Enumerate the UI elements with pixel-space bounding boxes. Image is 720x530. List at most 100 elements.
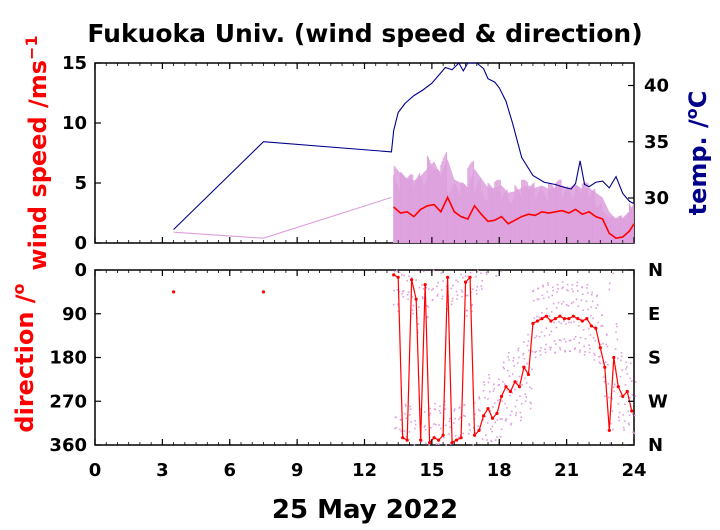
direction-sample-point <box>546 307 548 310</box>
top-panel-marks <box>173 62 635 243</box>
direction-sample-point <box>617 357 619 360</box>
direction-sample-point <box>569 350 572 353</box>
direction-sample-point <box>483 383 486 386</box>
direction-sample-point <box>456 294 459 297</box>
direction-sample-point <box>464 275 467 277</box>
direction-sample-point <box>460 289 463 291</box>
direction-sample-point <box>429 412 432 415</box>
direction-sample-point <box>489 390 491 393</box>
direction-sample-point <box>506 388 509 391</box>
direction-sample-point <box>566 283 569 286</box>
direction-sample-point <box>546 281 549 284</box>
direction-sample-point <box>555 343 557 345</box>
direction-sample-point <box>535 350 537 353</box>
dir-tick-label: 360 <box>49 435 87 456</box>
direction-sample-point <box>501 400 504 402</box>
direction-sample-point <box>419 408 422 411</box>
direction-mean-segment <box>500 386 507 397</box>
direction-sample-point <box>396 289 399 291</box>
direction-sample-point <box>433 408 436 410</box>
direction-sample-point <box>496 436 498 438</box>
direction-sample-point <box>543 335 546 337</box>
direction-sample-point <box>612 386 615 388</box>
direction-sample-point <box>515 412 518 414</box>
direction-sample-point <box>617 416 620 418</box>
direction-sample-point <box>514 405 517 408</box>
direction-sample-point <box>540 331 543 333</box>
direction-sample-point <box>440 272 443 274</box>
direction-sample-point <box>412 304 415 307</box>
direction-sample-point <box>599 362 602 365</box>
direction-sample-point <box>408 430 411 433</box>
direction-sample-point <box>493 387 496 390</box>
direction-mean-segment <box>617 386 624 397</box>
direction-sample-point <box>592 317 594 320</box>
direction-sample-point <box>586 292 589 294</box>
direction-sample-point <box>630 362 632 365</box>
direction-sample-point <box>512 360 514 362</box>
direction-sample-point <box>547 284 550 286</box>
direction-sample-point <box>431 289 433 291</box>
direction-sample-point <box>500 428 503 431</box>
direction-sample-point <box>467 275 470 277</box>
direction-sample-point <box>625 361 628 364</box>
direction-mean-point <box>630 409 634 413</box>
direction-sample-point <box>433 423 435 425</box>
direction-sample-point <box>608 396 610 399</box>
direction-sample-point <box>551 286 554 289</box>
direction-sample-point <box>622 414 625 416</box>
direction-sample-point <box>414 427 416 430</box>
direction-mean-segment <box>527 323 534 375</box>
direction-sample-point <box>546 290 549 293</box>
direction-sample-point <box>592 337 595 339</box>
direction-sample-point <box>565 323 567 325</box>
direction-sample-point <box>596 304 599 306</box>
direction-sample-point <box>428 444 430 446</box>
direction-sample-point <box>535 335 538 337</box>
direction-sample-point <box>502 361 505 364</box>
direction-sample-point <box>626 366 628 368</box>
direction-sample-point <box>572 301 575 304</box>
direction-sample-point <box>492 390 495 392</box>
direction-sample-point <box>590 293 593 296</box>
direction-sample-point <box>421 296 424 298</box>
direction-sample-point <box>487 397 489 400</box>
direction-sample-point <box>524 400 527 402</box>
direction-sample-point <box>548 315 550 317</box>
direction-sample-point <box>541 311 543 314</box>
direction-sample-point <box>479 428 482 431</box>
compass-tick-label: N <box>648 435 663 456</box>
direction-sample-point <box>552 289 554 292</box>
direction-sample-point <box>548 334 551 336</box>
direction-sample-point <box>575 317 577 320</box>
direction-sample-point <box>479 409 481 412</box>
direction-sample-point <box>586 284 589 286</box>
direction-sample-point <box>439 412 442 414</box>
direction-sample-point <box>620 359 622 362</box>
x-tick-label: 24 <box>621 460 646 481</box>
direction-mean-segment <box>518 367 525 387</box>
direction-sample-point <box>579 336 582 339</box>
direction-sample-point <box>547 296 550 299</box>
direction-mean-segment <box>478 415 485 431</box>
direction-mean-point <box>261 290 266 294</box>
direction-sample-point <box>475 275 477 278</box>
direction-sample-point <box>434 408 437 411</box>
direction-sample-point <box>478 396 480 398</box>
bottom-panel-marks <box>172 269 637 446</box>
direction-sample-point <box>486 422 489 424</box>
direction-sample-point <box>393 289 395 292</box>
direction-sample-point <box>448 433 450 435</box>
direction-sample-point <box>576 285 578 287</box>
direction-sample-point <box>476 285 479 288</box>
direction-sample-point <box>496 419 499 421</box>
direction-sample-point <box>528 349 530 352</box>
direction-sample-point <box>531 350 534 353</box>
direction-sample-point <box>571 288 573 290</box>
direction-sample-point <box>618 411 621 414</box>
direction-sample-point <box>494 439 497 441</box>
direction-sample-point <box>520 419 522 422</box>
direction-mean-segment <box>613 357 619 387</box>
direction-sample-point <box>498 383 501 386</box>
direction-sample-point <box>414 423 417 426</box>
